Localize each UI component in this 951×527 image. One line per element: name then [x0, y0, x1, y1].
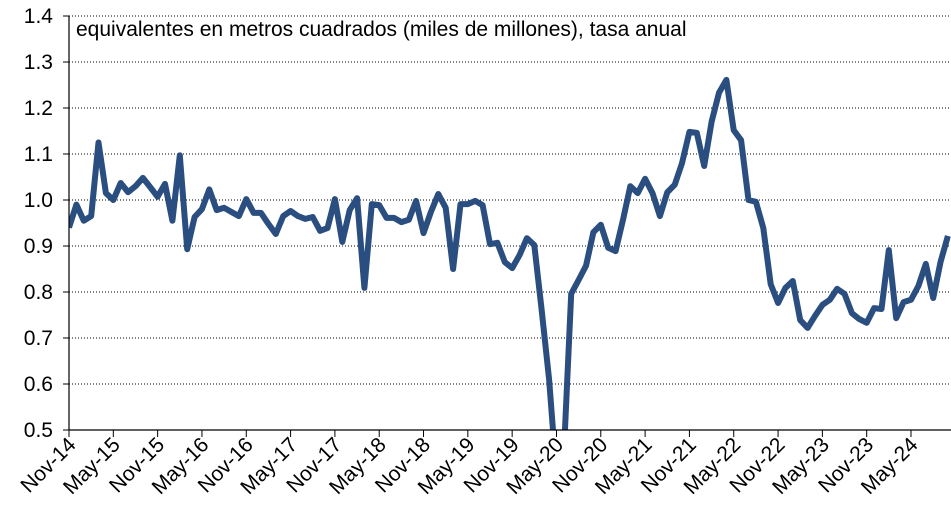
- y-tick-label: 0.9: [24, 235, 53, 258]
- y-tick-label: 1.2: [24, 97, 53, 120]
- y-tick-label: 0.5: [24, 419, 53, 442]
- grid: [69, 15, 951, 385]
- axes: 0.50.60.70.80.91.01.11.21.31.4Nov-14May-…: [16, 5, 951, 499]
- y-tick-label: 1.3: [24, 51, 53, 74]
- y-tick-label: 1.4: [24, 5, 54, 28]
- chart-title: equivalentes en metros cuadrados (miles …: [76, 18, 687, 41]
- series-line: [69, 76, 951, 430]
- plot-area: [69, 76, 951, 430]
- y-tick-label: 1.1: [24, 143, 53, 166]
- y-tick-label: 1.0: [24, 189, 53, 212]
- y-tick-label: 0.8: [24, 281, 53, 304]
- y-tick-label: 0.7: [24, 327, 53, 350]
- y-tick-label: 0.6: [24, 373, 53, 396]
